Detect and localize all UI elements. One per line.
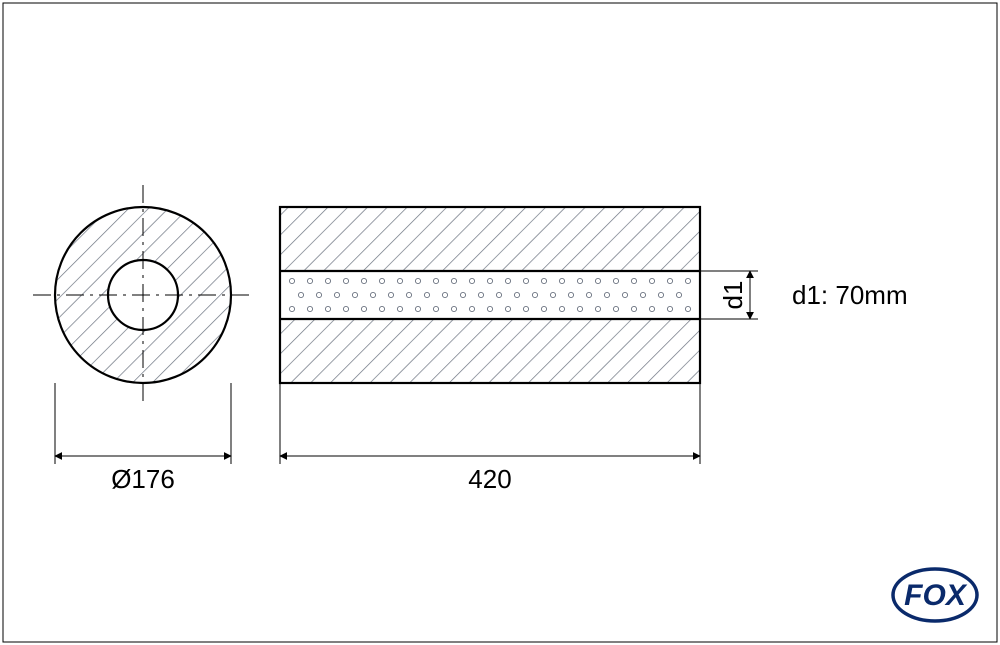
d1-note: d1: 70mm — [792, 280, 908, 310]
dim-d1-text: d1 — [718, 281, 748, 310]
section-bot-hatch — [280, 319, 700, 383]
svg-text:FOX: FOX — [904, 579, 968, 612]
dim-dia-text: Ø176 — [111, 464, 175, 494]
section-top-hatch — [280, 207, 700, 271]
dim-len-text: 420 — [468, 464, 511, 494]
brand-logo: FOX — [890, 565, 980, 625]
